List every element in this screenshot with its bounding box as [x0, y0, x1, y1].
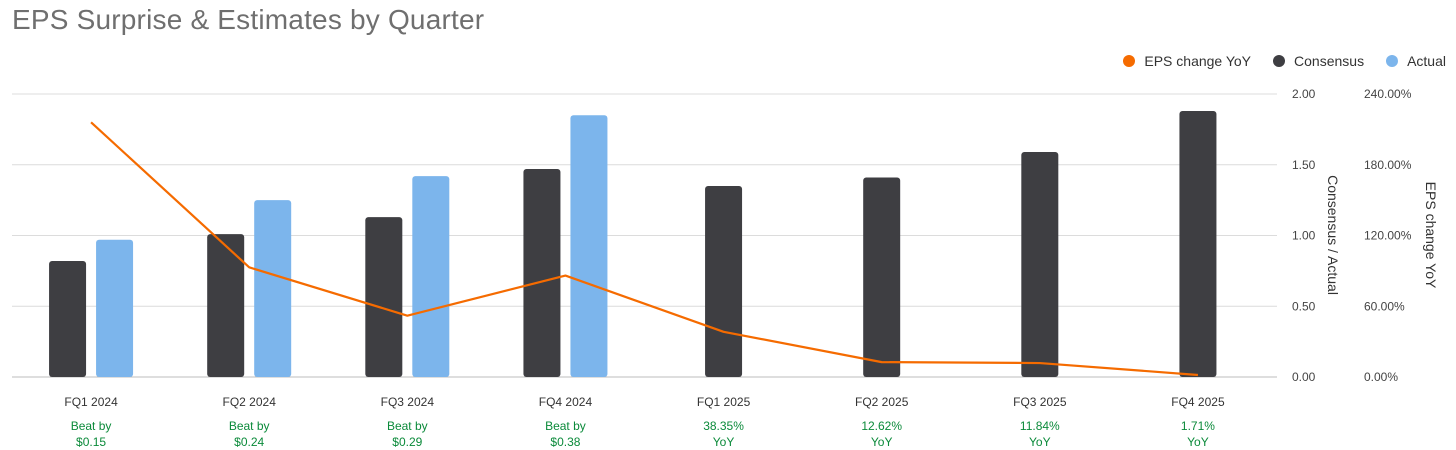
- x-axis-tick-label: FQ2 2024: [223, 395, 277, 409]
- annotation-line-2: YoY: [871, 435, 893, 449]
- actual-bar: [254, 200, 292, 377]
- x-axis-tick-label: FQ3 2025: [1013, 395, 1067, 409]
- annotation-line-1: 1.71%: [1181, 419, 1215, 433]
- y2-axis-tick-label: 60.00%: [1364, 299, 1405, 313]
- consensus-bar: [523, 168, 561, 377]
- legend-label-eps-change: EPS change YoY: [1144, 53, 1252, 69]
- legend-swatch-consensus: [1273, 55, 1286, 67]
- y-axis-tick-label: 1.50: [1292, 158, 1316, 172]
- y2-axis-tick-label: 240.00%: [1364, 87, 1412, 101]
- x-axis-tick-label: FQ3 2024: [381, 395, 435, 409]
- x-axis-tick-label: FQ2 2025: [855, 395, 909, 409]
- annotation-line-1: 11.84%: [1020, 419, 1060, 433]
- legend-label-consensus: Consensus: [1294, 53, 1365, 69]
- legend-item-consensus[interactable]: Consensus: [1273, 53, 1364, 69]
- annotation-line-2: $0.29: [392, 435, 422, 449]
- actual-bar: [96, 239, 134, 377]
- legend-label-actual: Actual: [1407, 53, 1446, 69]
- legend-item-actual[interactable]: Actual: [1386, 53, 1446, 69]
- consensus-bar: [49, 260, 87, 377]
- consensus-bar: [365, 217, 403, 377]
- annotation-line-1: 38.35%: [703, 419, 744, 433]
- y-axis-tick-label: 1.00: [1292, 229, 1316, 243]
- consensus-bar: [1021, 152, 1059, 377]
- x-axis-tick-label: FQ4 2024: [539, 395, 593, 409]
- x-axis-tick-label: FQ1 2025: [697, 395, 751, 409]
- y2-axis-title: EPS change YoY: [1423, 182, 1439, 289]
- annotation-line-2: YoY: [1029, 435, 1051, 449]
- legend-swatch-actual: [1386, 55, 1399, 67]
- legend-item-eps-change[interactable]: EPS change YoY: [1123, 53, 1251, 69]
- annotation-line-1: Beat by: [71, 419, 112, 433]
- eps-change-line: [90, 121, 1199, 377]
- annotation-line-2: YoY: [713, 435, 735, 449]
- actual-bar: [412, 176, 450, 377]
- y2-axis-tick-label: 120.00%: [1364, 229, 1412, 243]
- annotation-line-1: Beat by: [545, 419, 586, 433]
- annotation-line-2: $0.15: [76, 435, 106, 449]
- x-axis-tick-label: FQ1 2024: [64, 395, 118, 409]
- y2-axis-tick-label: 180.00%: [1364, 158, 1412, 172]
- consensus-bar: [207, 234, 245, 377]
- annotation-line-2: $0.38: [550, 435, 580, 449]
- annotation-line-2: $0.24: [234, 435, 264, 449]
- consensus-bar: [1179, 110, 1217, 377]
- annotation-line-2: YoY: [1187, 435, 1209, 449]
- chart-title: EPS Surprise & Estimates by Quarter: [12, 4, 485, 35]
- actual-bar: [570, 115, 608, 377]
- y-axis-title: Consensus / Actual: [1325, 175, 1341, 295]
- chart-legend: EPS change YoY Consensus Actual: [1101, 53, 1446, 69]
- legend-swatch-eps-change: [1123, 55, 1136, 67]
- y-axis-tick-label: 2.00: [1292, 87, 1316, 101]
- annotation-line-1: Beat by: [229, 419, 270, 433]
- y-axis-tick-label: 0.00: [1292, 370, 1316, 384]
- consensus-bar: [863, 177, 901, 377]
- annotation-line-1: Beat by: [387, 419, 428, 433]
- consensus-bar: [705, 185, 743, 377]
- annotation-line-1: 12.62%: [861, 419, 902, 433]
- x-axis-tick-label: FQ4 2025: [1171, 395, 1225, 409]
- y-axis-tick-label: 0.50: [1292, 299, 1316, 313]
- y2-axis-tick-label: 0.00%: [1364, 370, 1398, 384]
